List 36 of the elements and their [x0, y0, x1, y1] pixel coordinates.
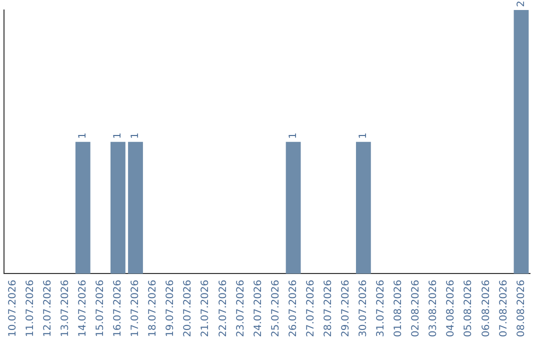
- data-label: 1: [77, 132, 88, 139]
- x-tick-label: 29.07.2026: [340, 280, 352, 338]
- x-tick-label: 24.07.2026: [252, 280, 264, 338]
- x-tick-label: 02.08.2026: [410, 280, 422, 338]
- x-tick-label: 26.07.2026: [288, 280, 299, 338]
- x-tick-label: 27.07.2026: [305, 280, 316, 338]
- x-tick-label: 19.07.2026: [165, 280, 176, 338]
- x-tick-label: 31.07.2026: [376, 280, 387, 338]
- x-tick-label: 30.07.2026: [358, 280, 370, 338]
- data-label: 1: [112, 132, 124, 139]
- x-tick-label: 12.07.2026: [42, 280, 54, 338]
- data-label: 1: [130, 132, 142, 139]
- x-tick-label: 08.08.2026: [516, 280, 527, 338]
- x-tick-label: 28.07.2026: [322, 280, 334, 338]
- x-tick-label: 04.08.2026: [446, 280, 457, 338]
- data-label: 1: [288, 132, 299, 139]
- x-tick-label: 21.07.2026: [200, 280, 212, 338]
- x-tick-label: 18.07.2026: [148, 280, 159, 338]
- x-tick-label: 01.08.2026: [393, 280, 404, 338]
- x-tick-label: 05.08.2026: [463, 280, 474, 338]
- x-tick-label: 03.08.2026: [428, 280, 440, 338]
- x-tick-label: 13.07.2026: [60, 280, 71, 338]
- x-tick-label: 20.07.2026: [182, 280, 194, 338]
- x-tick-label: 22.07.2026: [218, 280, 229, 338]
- x-tick-label: 06.08.2026: [480, 280, 492, 338]
- x-tick-label: 07.08.2026: [498, 280, 510, 338]
- x-tick-label: 14.07.2026: [77, 280, 88, 338]
- x-tick-label: 17.07.2026: [130, 280, 142, 338]
- x-tick-label: 16.07.2026: [112, 280, 124, 338]
- x-tick-label: 23.07.2026: [235, 280, 246, 338]
- x-tick-label: 10.07.2026: [7, 280, 18, 338]
- data-label: 2: [516, 0, 527, 7]
- x-tick-label: 11.07.2026: [24, 280, 36, 338]
- data-label: 1: [358, 132, 370, 139]
- x-tick-label: 25.07.2026: [270, 280, 282, 338]
- x-tick-label: 15.07.2026: [95, 280, 106, 338]
